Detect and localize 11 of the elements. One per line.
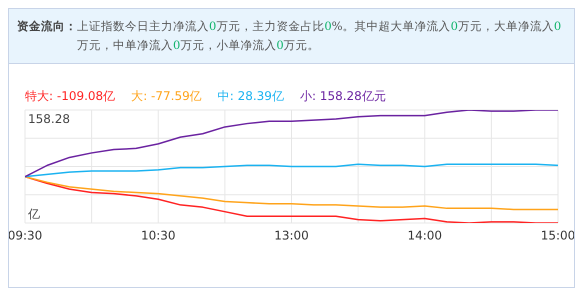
x-tick-label: 13:00 (274, 228, 309, 243)
x-tick-label: 14:00 (407, 228, 442, 243)
chart-title: 资金流向： (17, 18, 77, 35)
text: 上证指数今日主力净流入0万元，主力资金占比0%。其中超大单净流入0万元，大单净流入0万元，中单净流入0万元，小单净流入0万元。 (77, 19, 562, 52)
text: 中: 28.39亿 (218, 88, 284, 105)
annotation: 158.28 (28, 112, 70, 126)
text: 大: -77.59亿 (131, 88, 202, 105)
series-label: 小: 158.28亿元 (300, 88, 386, 105)
x-tick-label: 10:30 (140, 228, 176, 243)
text: 特大: -109.08亿 (25, 88, 116, 105)
y-axis-title: 亿 (28, 206, 40, 223)
